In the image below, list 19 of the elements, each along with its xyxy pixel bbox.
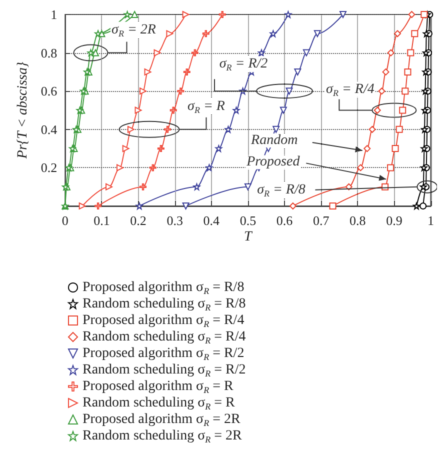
x-tick-label: 0.8 [350,213,366,228]
x-tick-label: 0 [62,213,68,228]
y-axis-title: Pr{T < abscissa} [16,62,30,160]
x-tick-label: 0.2 [130,213,146,228]
annotation: Random [250,132,298,148]
y-tick-label: 0.4 [40,122,58,137]
x-tick-label: 0.1 [94,213,110,228]
x-tick-label: 0.6 [276,213,294,228]
y-tick-label: 0.6 [40,84,58,99]
x-tick-label: 0.4 [203,213,220,228]
x-tick-label: 1 [428,213,434,228]
x-tick-label: 0.3 [166,213,183,228]
y-tick-label: 0.8 [40,45,58,60]
x-axis-title: T [244,230,254,244]
y-tick-label: 0.2 [40,160,58,176]
y-tick-label: 1 [50,7,58,22]
x-tick-label: 0.5 [240,213,256,228]
x-tick-label: 0.9 [386,213,402,228]
x-tick-label: 0.7 [312,213,330,228]
